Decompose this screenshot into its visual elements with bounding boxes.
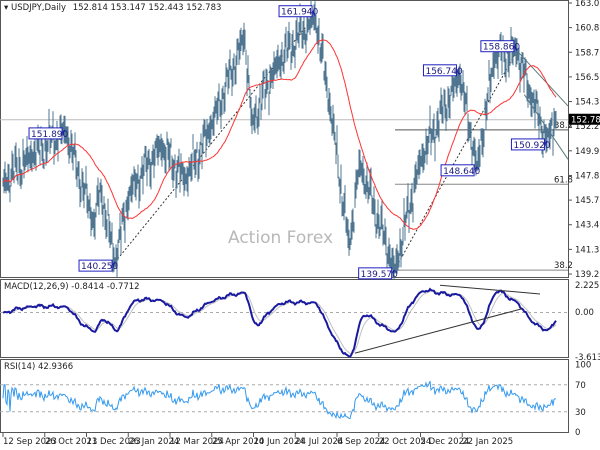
rsi-tick-label: 100	[575, 361, 591, 371]
rsi-line	[2, 381, 556, 420]
rsi-tick-label: 0	[575, 428, 580, 438]
fib-level-label: 38.2	[554, 121, 573, 131]
y-tick-label: 149.995	[575, 147, 600, 157]
x-tick-label: 12 Sep 2023	[3, 437, 57, 447]
x-tick-label: 26 Oct 2023	[45, 437, 98, 447]
y-tick-label: 152.205	[575, 122, 600, 132]
dashed-trendline	[394, 50, 518, 271]
x-tick-label: 25 Apr 2024	[212, 437, 265, 447]
y-tick-label: 163.060	[575, 0, 600, 9]
macd-signal-line	[2, 290, 557, 355]
macd-line	[2, 287, 557, 358]
y-tick-label: 158.705	[575, 48, 600, 58]
y-tick-label: 147.850	[575, 171, 600, 181]
rsi-tick-label: 30	[575, 408, 586, 418]
y-tick-label: 154.350	[575, 98, 600, 108]
fib-level-label: 38.2	[554, 261, 573, 271]
price-label-box	[78, 259, 113, 272]
x-tick-label: 6 Sep 2024	[337, 437, 385, 447]
y-tick-label: 143.495	[575, 221, 600, 231]
price-label: 151.890	[31, 130, 68, 140]
x-tick-label: 5 Dec 2024	[421, 437, 470, 447]
price-label-box	[480, 40, 515, 53]
price-label-box	[278, 5, 313, 18]
moving-average-line	[2, 39, 557, 230]
x-tick-label: 12 Mar 2024	[170, 437, 224, 447]
y-tick-label: 139.205	[575, 270, 600, 280]
y-tick-label: 160.850	[575, 24, 600, 34]
y-tick-label: 156.560	[575, 73, 600, 83]
x-tick-label: 24 Jul 2024	[295, 437, 343, 447]
price-label-box	[510, 138, 545, 151]
current-price-tag	[569, 113, 600, 125]
x-tick-label: 11 Dec 2023	[87, 437, 141, 447]
y-tick-label: 145.705	[575, 196, 600, 206]
current-price-text: 152.783	[571, 116, 600, 126]
dropdown-triangle-icon[interactable]: ▾	[4, 3, 9, 13]
rsi-pane	[0, 359, 569, 433]
price-label: 140.250	[81, 262, 118, 272]
price-label: 161.940	[281, 8, 318, 18]
price-label-box	[422, 64, 457, 77]
symbol-label: USDJPY,Daily	[10, 3, 66, 13]
y-tick-label: 141.350	[575, 245, 600, 255]
price-label-box	[358, 267, 393, 280]
fib-level-label: 61.8	[554, 175, 573, 185]
price-label: 139.570	[361, 270, 398, 280]
ohlc-readout: 152.814 153.147 152.443 152.783	[72, 3, 222, 13]
price-label-box	[440, 164, 475, 177]
x-tick-label: 26 Jan 2024	[128, 437, 179, 447]
macd-trendline	[354, 308, 523, 354]
price-label: 158.860	[483, 43, 520, 53]
macd-trendline	[439, 284, 541, 295]
x-tick-label: 10 Jun 2024	[254, 437, 305, 447]
watermark: Action Forex	[228, 228, 334, 248]
macd-title: MACD(12,26,9) -0.8414 -0.7712	[4, 282, 140, 292]
price-label: 150.920	[513, 141, 550, 151]
x-tick-label: 22 Jan 2025	[462, 437, 513, 447]
rsi-tick-label: 70	[575, 381, 586, 391]
x-tick-label: 22 Oct 2024	[379, 437, 432, 447]
macd-tick-label: 0.00	[575, 308, 594, 318]
price-label: 148.640	[443, 167, 480, 177]
macd-tick-label: 2.2251	[575, 281, 600, 291]
macd-pane	[0, 279, 569, 358]
price-label-box	[28, 127, 63, 140]
label-connector	[513, 45, 518, 51]
price-pane	[0, 0, 569, 278]
price-label: 156.740	[425, 67, 462, 77]
rsi-title: RSI(14) 42.9366	[4, 362, 74, 372]
macd-tick-label: -3.6133	[575, 353, 600, 363]
chart-header: ▾ USDJPY,Daily 152.814 153.147 152.443 1…	[4, 3, 221, 13]
